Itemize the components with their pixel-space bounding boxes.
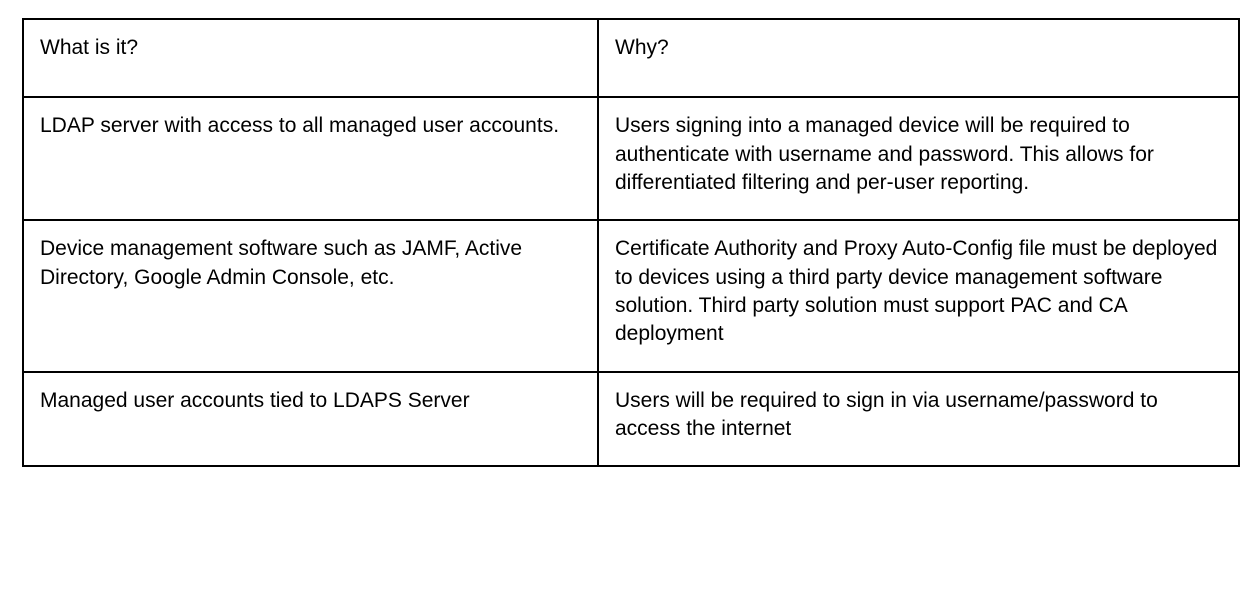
cell-why: Certificate Authority and Proxy Auto-Con… xyxy=(598,220,1239,371)
cell-what: Managed user accounts tied to LDAPS Serv… xyxy=(23,372,598,467)
table-row: Managed user accounts tied to LDAPS Serv… xyxy=(23,372,1239,467)
table-row: LDAP server with access to all managed u… xyxy=(23,97,1239,220)
cell-what: LDAP server with access to all managed u… xyxy=(23,97,598,220)
cell-why: Users signing into a managed device will… xyxy=(598,97,1239,220)
header-what: What is it? xyxy=(23,19,598,97)
cell-what: Device management software such as JAMF,… xyxy=(23,220,598,371)
requirements-table: What is it? Why? LDAP server with access… xyxy=(22,18,1240,467)
cell-why: Users will be required to sign in via us… xyxy=(598,372,1239,467)
header-why: Why? xyxy=(598,19,1239,97)
table-row: Device management software such as JAMF,… xyxy=(23,220,1239,371)
table-header-row: What is it? Why? xyxy=(23,19,1239,97)
